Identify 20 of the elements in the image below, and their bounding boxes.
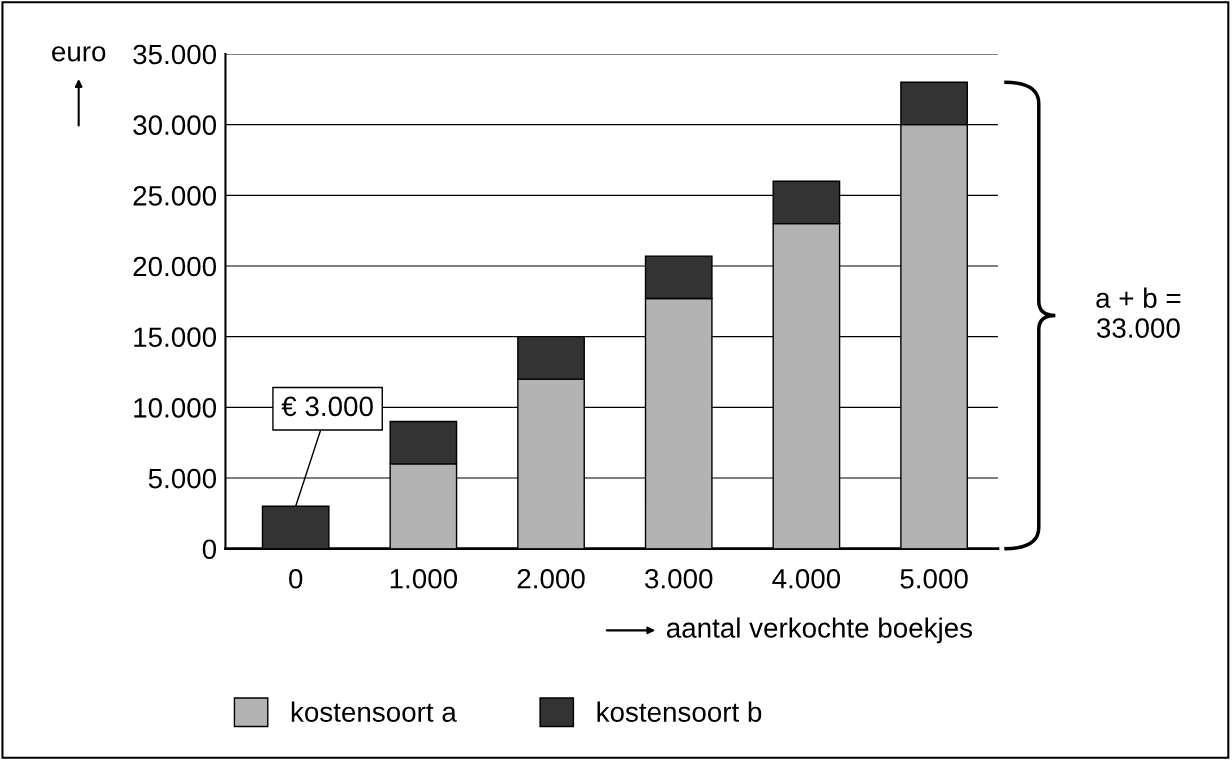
x-tick-label: 0 bbox=[289, 568, 303, 589]
annotation: € 3.000 bbox=[281, 396, 373, 417]
y-tick-label: 30.000 bbox=[133, 115, 217, 135]
y-tick-label: 20.000 bbox=[133, 256, 217, 277]
y-tick-label: 10.000 bbox=[134, 398, 217, 418]
x-tick-label: 2.000 bbox=[517, 568, 585, 589]
x-axis-title: aantal verkochte boekjes bbox=[666, 617, 973, 644]
y-tick-label: 15.000 bbox=[134, 327, 217, 348]
y-tick-label: 35.000 bbox=[133, 44, 217, 65]
y-tick-label: 25.000 bbox=[133, 185, 217, 206]
y-tick-label: 5.000 bbox=[148, 468, 217, 489]
x-tick-label: 3.000 bbox=[645, 568, 713, 589]
text: a + b = 33.000 bbox=[1096, 287, 1181, 338]
legend-label: kostensoort b bbox=[597, 701, 762, 722]
y-tick-label: 0 bbox=[202, 539, 217, 560]
x-tick-label: 5.000 bbox=[900, 568, 968, 589]
x-tick-label: 4.000 bbox=[772, 568, 841, 589]
y-axis-title: euro bbox=[52, 46, 106, 62]
x-tick-label: 1.000 bbox=[390, 568, 458, 589]
legend-label: kostensoort a bbox=[291, 701, 457, 722]
